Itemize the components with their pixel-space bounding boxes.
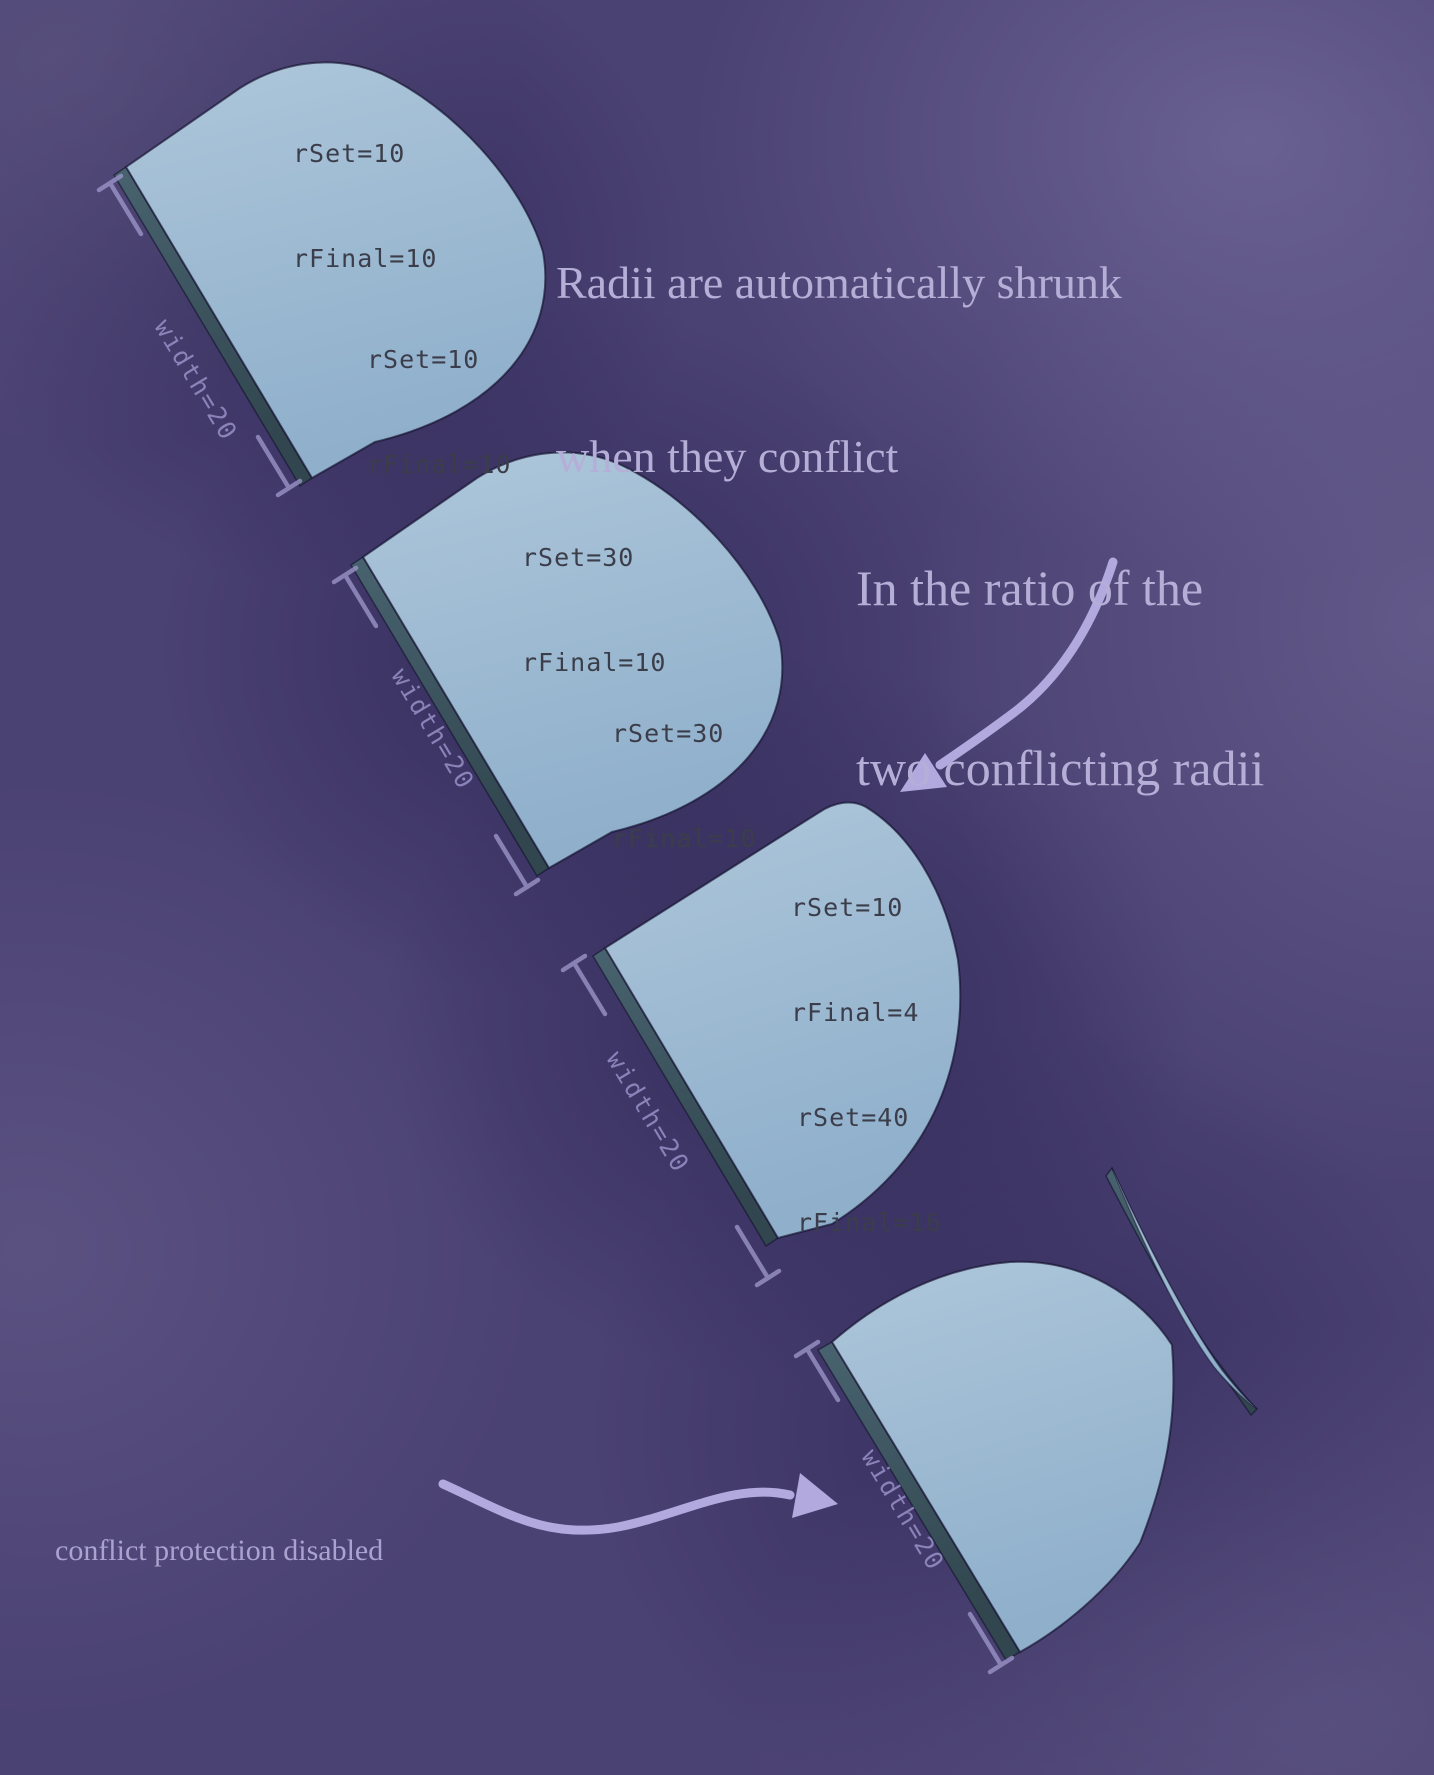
plate-2-face	[361, 451, 784, 870]
plate-3-bottom-corner-label: rSet=40 rFinal=16	[797, 1030, 941, 1310]
plate-2-bottom-rfinal: rFinal=10	[612, 824, 757, 853]
plate-1-top-rset: rSet=10	[293, 139, 406, 168]
disabled-arrowhead-icon	[792, 1473, 838, 1518]
plate-3-bottom-rfinal: rFinal=16	[797, 1208, 942, 1237]
plate-2-bottom-corner-label: rSet=30 rFinal=10	[612, 646, 756, 926]
plate-4-overshoot-blade-face	[1111, 1167, 1258, 1410]
plate-1-top-rfinal: rFinal=10	[293, 244, 438, 273]
plate-3-top-rfinal: rFinal=4	[791, 998, 920, 1027]
plate-3-bottom-rset: rSet=40	[797, 1103, 910, 1132]
annotation-arrows	[438, 557, 1118, 1535]
plate-1-dim-top	[96, 173, 144, 237]
ratio-arrowhead-icon	[900, 753, 947, 792]
disabled-note: conflict protection disabled	[55, 1466, 383, 1636]
plate-4-face	[830, 1260, 1175, 1654]
plate-1-dim-bottom	[255, 434, 303, 498]
title-note: Radii are automatically shrunk when they…	[556, 138, 1122, 602]
ratio-curved-arrow-icon	[935, 557, 1118, 770]
plate-4-dim-bottom	[967, 1611, 1015, 1675]
dimension-ticks	[96, 173, 1015, 1675]
plate-2-top-rfinal: rFinal=10	[522, 648, 667, 677]
plate-2-dim-bottom	[493, 833, 541, 897]
plate-2-dim-top	[331, 565, 379, 629]
title-line-1: Radii are automatically shrunk	[556, 257, 1122, 308]
plate-3-top-rset: rSet=10	[791, 893, 904, 922]
plate-1-bottom-corner-label: rSet=10 rFinal=10	[367, 272, 511, 552]
plate-2-top-corner-label: rSet=30 rFinal=10	[522, 470, 666, 750]
plate-4-dim-top	[793, 1339, 841, 1403]
plate-4	[816, 1166, 1259, 1662]
plate-2-bottom-rset: rSet=30	[612, 719, 725, 748]
ratio-line-2: two conflicting radii	[856, 740, 1265, 796]
plate-1-face	[124, 61, 547, 480]
plate-2-top-rset: rSet=30	[522, 543, 635, 572]
plate-1-bottom-rset: rSet=10	[367, 345, 480, 374]
plate-3-face	[603, 801, 962, 1240]
plate-3-dim-bottom	[734, 1224, 782, 1288]
disabled-line: conflict protection disabled	[55, 1534, 384, 1567]
plate-1	[112, 61, 547, 488]
title-line-2: when they conflict	[556, 431, 899, 482]
ratio-line-1: In the ratio of the	[856, 560, 1204, 616]
ratio-note: In the ratio of the two conflicting radi…	[856, 438, 1264, 918]
plate-2	[349, 451, 784, 878]
plate-1-bottom-rfinal: rFinal=10	[367, 450, 512, 479]
plate-1-top-corner-label: rSet=10 rFinal=10	[293, 66, 437, 346]
plate-3-top-corner-label: rSet=10 rFinal=4	[791, 820, 919, 1100]
plate-3	[591, 801, 962, 1248]
disabled-curved-arrow-icon	[438, 1479, 795, 1535]
plate-3-dim-top	[560, 953, 608, 1017]
